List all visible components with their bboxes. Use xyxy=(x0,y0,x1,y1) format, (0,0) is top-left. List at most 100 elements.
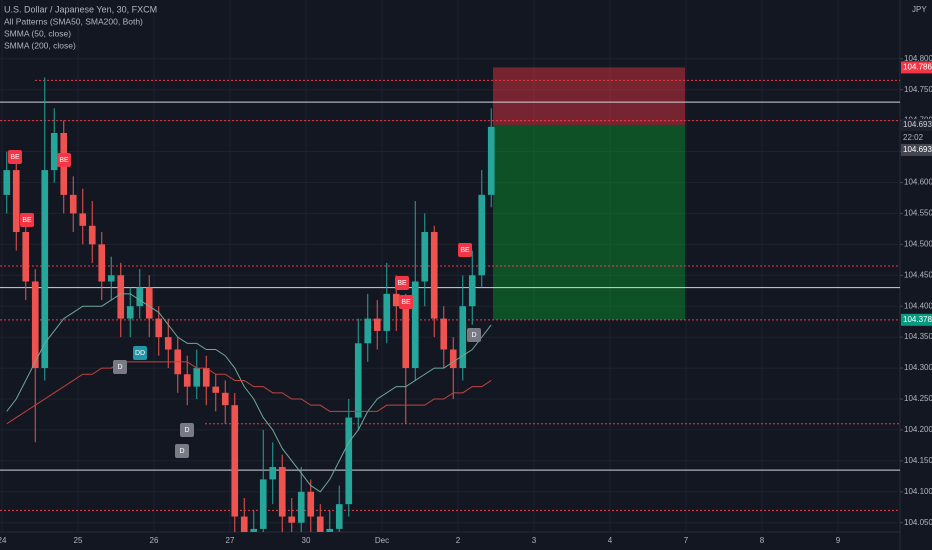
candle-body xyxy=(3,170,11,195)
candle-body xyxy=(98,244,106,282)
indicator-label: SMMA (50, close) xyxy=(4,28,71,38)
x-tick-label: Dec xyxy=(375,536,389,545)
candle-body xyxy=(240,516,248,532)
pattern-marker xyxy=(467,328,481,342)
overlay: 104.050 104.100 104.150 104.200 104.250 104.3… xyxy=(0,4,932,545)
countdown-label: 22:02 xyxy=(903,133,924,142)
indicator-label: SMMA (200, close) xyxy=(4,40,76,50)
pattern-label: D xyxy=(471,332,476,339)
y-tick-label: 104.400 xyxy=(904,301,932,310)
candle-body xyxy=(373,318,381,331)
pattern-marker xyxy=(20,213,34,227)
pattern-marker xyxy=(175,444,189,458)
pattern-label: D xyxy=(117,364,122,371)
pattern-label: D xyxy=(184,427,189,434)
candle-body xyxy=(392,293,400,307)
candle-body xyxy=(12,170,20,232)
candle-body xyxy=(117,275,125,319)
last-price-label: 104.693 xyxy=(903,145,932,154)
y-tick-label: 104.200 xyxy=(904,425,932,434)
stop-price-label: 104.786 xyxy=(903,63,932,72)
candle-body xyxy=(316,516,324,532)
pattern-marker xyxy=(57,153,71,167)
stop-price-label-box xyxy=(901,61,932,74)
candle-body xyxy=(421,231,429,282)
pattern-label: BE xyxy=(460,247,470,254)
y-tick-label: 104.800 xyxy=(904,54,932,63)
smma-line xyxy=(6,361,492,425)
target-price-label: 104.378 xyxy=(903,315,932,324)
candle-body xyxy=(468,275,476,307)
target-price-label-box xyxy=(901,313,932,326)
candle-body xyxy=(202,368,210,387)
y-tick-label: 104.250 xyxy=(904,394,932,403)
indicator-label: All Patterns (SMA50, SMA200, Both) xyxy=(4,16,143,26)
candle-body xyxy=(164,337,172,350)
candle-body xyxy=(487,126,495,195)
candle-body xyxy=(288,516,296,523)
x-tick-label: 26 xyxy=(150,536,159,545)
pattern-marker xyxy=(395,276,409,290)
candle-body xyxy=(449,349,457,369)
candle-body xyxy=(126,306,134,319)
candle-body xyxy=(430,231,438,319)
candle-body xyxy=(297,491,305,523)
candle-body xyxy=(41,170,49,369)
pattern-marker xyxy=(113,360,127,374)
x-tick-label: 25 xyxy=(74,536,83,545)
candle-body xyxy=(231,405,239,517)
x-tick-label: 9 xyxy=(836,536,841,545)
y-tick-label: 104.150 xyxy=(904,456,932,465)
candle-body xyxy=(335,504,343,529)
candle-body xyxy=(440,318,448,350)
candle-body xyxy=(212,386,220,393)
x-tick-label: 27 xyxy=(226,536,235,545)
x-tick-label: 30 xyxy=(302,536,311,545)
plot-area xyxy=(0,0,900,532)
candle-body xyxy=(145,287,153,319)
x-tick-label: 8 xyxy=(760,536,765,545)
y-tick-label: 104.350 xyxy=(904,332,932,341)
candle-body xyxy=(50,133,58,171)
candle-body xyxy=(31,281,39,369)
candle-body xyxy=(402,306,410,369)
candle-body xyxy=(88,225,96,245)
chart-title: U.S. Dollar / Japanese Yen, 30, FXCM xyxy=(4,4,157,14)
pattern-label: BE xyxy=(22,217,32,224)
y-tick-label: 104.500 xyxy=(904,239,932,248)
pattern-marker xyxy=(180,423,194,437)
pattern-label: BE xyxy=(59,157,69,164)
candle-body xyxy=(326,528,334,532)
pattern-label: DD xyxy=(135,350,145,357)
candle-body xyxy=(364,318,372,344)
pattern-label: BE xyxy=(397,280,407,287)
y-tick-label: 104.050 xyxy=(904,518,932,527)
candle-body xyxy=(411,281,419,369)
candle-body xyxy=(383,293,391,331)
target-zone xyxy=(493,124,685,320)
last-price-label-box xyxy=(901,143,932,156)
entry-price-label-box xyxy=(901,118,932,131)
candle-body xyxy=(478,194,486,276)
candle-body xyxy=(183,374,191,387)
x-tick-label: 7 xyxy=(684,536,689,545)
entry-price-label: 104.693 xyxy=(903,120,932,129)
candle-body xyxy=(193,368,201,387)
y-tick-label: 104.750 xyxy=(904,85,932,94)
candle-body xyxy=(22,231,30,282)
y-tick-label: 104.600 xyxy=(904,178,932,187)
currency: JPY xyxy=(912,5,927,14)
y-tick-label: 104.550 xyxy=(904,209,932,218)
candle-body xyxy=(345,417,353,505)
candle-body xyxy=(307,491,315,517)
candle-body xyxy=(69,194,77,214)
candle-body xyxy=(354,343,362,418)
x-tick-label: 4 xyxy=(608,536,613,545)
candle-body xyxy=(278,467,286,517)
pattern-marker xyxy=(399,295,413,309)
candle-body xyxy=(136,287,144,307)
x-tick-label: 24 xyxy=(0,536,7,545)
pattern-marker xyxy=(8,150,22,164)
stop-zone xyxy=(493,67,685,125)
y-tick-label: 104.300 xyxy=(904,363,932,372)
